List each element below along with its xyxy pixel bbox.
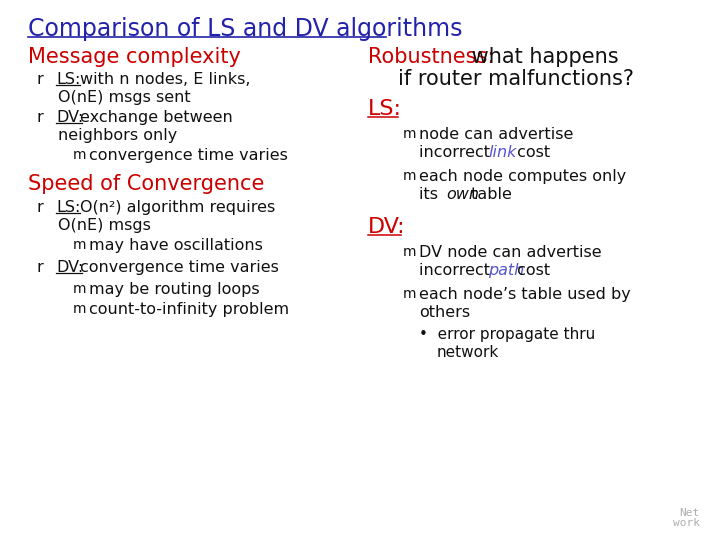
Text: r: r: [36, 260, 42, 275]
Text: O(nE) msgs sent: O(nE) msgs sent: [58, 90, 191, 105]
Text: neighbors only: neighbors only: [58, 128, 177, 143]
Text: m: m: [73, 148, 86, 162]
Text: if router malfunctions?: if router malfunctions?: [398, 69, 634, 89]
Text: DV:: DV:: [56, 260, 84, 275]
Text: r: r: [36, 110, 42, 125]
Text: m: m: [73, 238, 86, 252]
Text: each node computes only: each node computes only: [419, 169, 626, 184]
Text: may be routing loops: may be routing loops: [89, 282, 260, 297]
Text: with n nodes, E links,: with n nodes, E links,: [80, 72, 251, 87]
Text: LS:: LS:: [56, 200, 81, 215]
Text: cost: cost: [512, 263, 550, 278]
Text: O(n²) algorithm requires: O(n²) algorithm requires: [80, 200, 275, 215]
Text: m: m: [73, 282, 86, 296]
Text: network: network: [437, 345, 499, 360]
Text: convergence time varies: convergence time varies: [80, 260, 279, 275]
Text: Message complexity: Message complexity: [28, 47, 241, 67]
Text: m: m: [73, 302, 86, 316]
Text: m: m: [403, 169, 416, 183]
Text: own: own: [446, 187, 480, 202]
Text: O(nE) msgs: O(nE) msgs: [58, 218, 151, 233]
Text: DV node can advertise: DV node can advertise: [419, 245, 602, 260]
Text: path: path: [488, 263, 524, 278]
Text: •  error propagate thru: • error propagate thru: [419, 327, 595, 342]
Text: Comparison of LS and DV algorithms: Comparison of LS and DV algorithms: [28, 17, 462, 41]
Text: work: work: [673, 518, 700, 528]
Text: each node’s table used by: each node’s table used by: [419, 287, 631, 302]
Text: m: m: [403, 287, 416, 301]
Text: DV:: DV:: [368, 217, 405, 237]
Text: incorrect: incorrect: [419, 145, 495, 160]
Text: what happens: what happens: [465, 47, 618, 67]
Text: Robustness:: Robustness:: [368, 47, 495, 67]
Text: r: r: [36, 72, 42, 87]
Text: exchange between: exchange between: [80, 110, 233, 125]
Text: its: its: [419, 187, 443, 202]
Text: LS:: LS:: [56, 72, 81, 87]
Text: Speed of Convergence: Speed of Convergence: [28, 174, 264, 194]
Text: r: r: [36, 200, 42, 215]
Text: cost: cost: [512, 145, 550, 160]
Text: Net: Net: [680, 508, 700, 518]
Text: table: table: [466, 187, 511, 202]
Text: incorrect: incorrect: [419, 263, 495, 278]
Text: m: m: [403, 245, 416, 259]
Text: link: link: [488, 145, 516, 160]
Text: convergence time varies: convergence time varies: [89, 148, 288, 163]
Text: others: others: [419, 305, 470, 320]
Text: DV:: DV:: [56, 110, 84, 125]
Text: node can advertise: node can advertise: [419, 127, 573, 142]
Text: may have oscillations: may have oscillations: [89, 238, 263, 253]
Text: LS:: LS:: [368, 99, 402, 119]
Text: m: m: [403, 127, 416, 141]
Text: count-to-infinity problem: count-to-infinity problem: [89, 302, 289, 317]
